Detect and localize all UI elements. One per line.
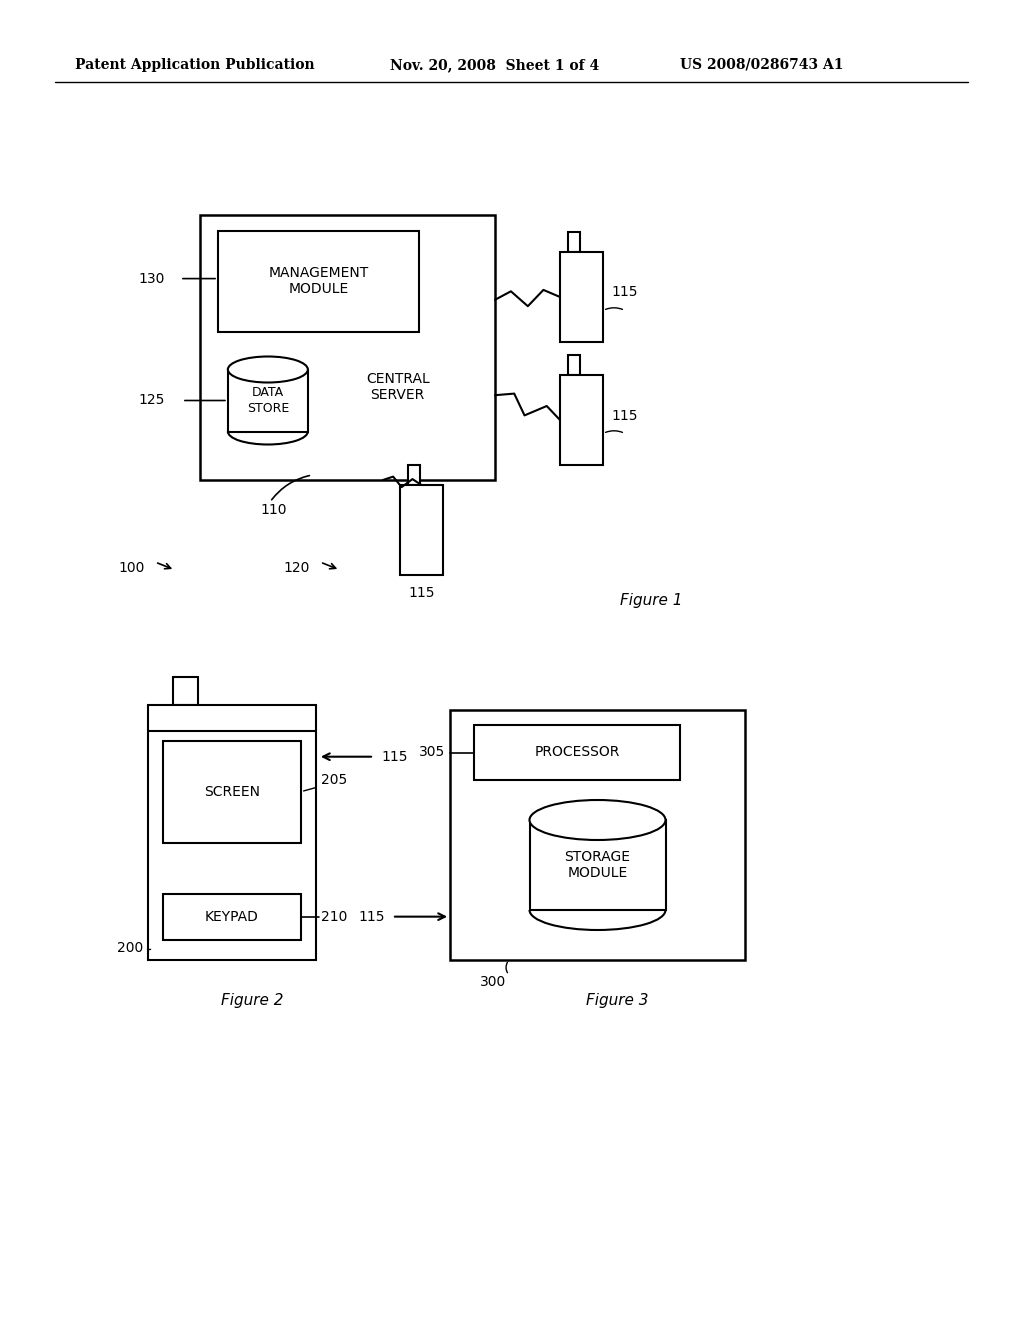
Text: 110: 110 [260, 503, 287, 517]
Bar [450, 710, 745, 960]
Text: Nov. 20, 2008  Sheet 1 of 4: Nov. 20, 2008 Sheet 1 of 4 [390, 58, 599, 73]
Text: 300: 300 [480, 975, 506, 989]
Bar [408, 465, 420, 484]
Text: 115: 115 [381, 750, 408, 764]
Bar [200, 215, 495, 480]
Bar [163, 741, 301, 842]
Text: 115: 115 [409, 586, 435, 601]
Bar [560, 252, 603, 342]
Text: 130: 130 [138, 272, 165, 285]
Bar [148, 705, 316, 960]
Ellipse shape [228, 356, 308, 383]
Bar [218, 231, 419, 331]
Bar [228, 370, 308, 432]
Text: 200: 200 [117, 941, 143, 954]
Text: DATA
STORE: DATA STORE [247, 387, 289, 414]
Text: 120: 120 [284, 561, 310, 576]
Text: 125: 125 [138, 393, 165, 408]
Bar [173, 677, 199, 705]
Text: Figure 3: Figure 3 [587, 993, 649, 1007]
Text: PROCESSOR: PROCESSOR [535, 746, 620, 759]
Bar [529, 820, 666, 909]
Bar [567, 355, 580, 375]
Bar [567, 232, 580, 252]
Text: 115: 115 [611, 408, 638, 422]
Text: STORAGE
MODULE: STORAGE MODULE [564, 850, 631, 880]
Text: Figure 2: Figure 2 [221, 993, 284, 1007]
Bar [560, 375, 603, 465]
Text: US 2008/0286743 A1: US 2008/0286743 A1 [680, 58, 844, 73]
Text: 205: 205 [321, 772, 347, 787]
Text: 100: 100 [119, 561, 145, 576]
Text: CENTRAL
SERVER: CENTRAL SERVER [366, 372, 429, 403]
Text: 305: 305 [419, 746, 445, 759]
Text: 115: 115 [358, 909, 385, 924]
Ellipse shape [529, 800, 666, 840]
Text: 115: 115 [611, 285, 638, 300]
Text: Figure 1: Figure 1 [620, 593, 683, 607]
Text: 210: 210 [321, 909, 347, 924]
Text: Patent Application Publication: Patent Application Publication [75, 58, 314, 73]
Text: SCREEN: SCREEN [204, 784, 260, 799]
Bar [400, 484, 443, 576]
Text: MANAGEMENT
MODULE: MANAGEMENT MODULE [268, 267, 369, 297]
Bar [163, 894, 301, 940]
Text: KEYPAD: KEYPAD [205, 909, 259, 924]
Bar [473, 725, 680, 780]
